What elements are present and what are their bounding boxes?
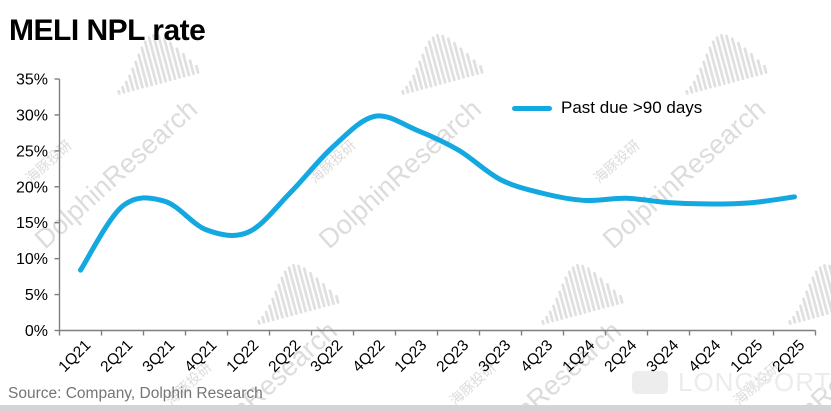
svg-text:10%: 10%: [16, 251, 48, 268]
svg-text:30%: 30%: [16, 107, 48, 124]
svg-text:1Q23: 1Q23: [391, 337, 430, 376]
legend-label: Past due >90 days: [561, 98, 703, 117]
svg-text:DolphinResearch: DolphinResearch: [313, 94, 487, 255]
svg-text:2Q21: 2Q21: [97, 337, 136, 376]
svg-text:4Q22: 4Q22: [349, 337, 388, 376]
svg-text:3Q23: 3Q23: [475, 337, 514, 376]
svg-text:1Q21: 1Q21: [55, 337, 94, 376]
svg-text:3Q21: 3Q21: [139, 337, 178, 376]
legend-line-swatch: [512, 105, 552, 111]
svg-text:4Q23: 4Q23: [517, 337, 556, 376]
svg-text:海豚投研: 海豚投研: [590, 137, 642, 186]
svg-text:1Q24: 1Q24: [559, 337, 598, 376]
svg-text:海豚投研: 海豚投研: [306, 137, 358, 186]
longport-logo-icon: [632, 371, 668, 394]
legend: Past due >90 days: [512, 98, 702, 118]
svg-text:1Q22: 1Q22: [223, 337, 262, 376]
svg-text:0%: 0%: [25, 323, 48, 340]
bottom-border-strip: [0, 405, 831, 411]
svg-text:20%: 20%: [16, 179, 48, 196]
svg-text:25%: 25%: [16, 143, 48, 160]
longport-watermark-text: LONGPORT: [678, 367, 831, 397]
svg-text:2Q23: 2Q23: [433, 337, 472, 376]
svg-text:2Q22: 2Q22: [265, 337, 304, 376]
svg-text:DolphinResearch: DolphinResearch: [29, 94, 203, 255]
svg-text:海豚投研: 海豚投研: [22, 137, 74, 186]
svg-text:4Q21: 4Q21: [181, 337, 220, 376]
svg-text:5%: 5%: [25, 287, 48, 304]
chart-title: MELI NPL rate: [9, 14, 206, 47]
longport-watermark: LONGPORT: [632, 367, 831, 398]
source-note: Source: Company, Dolphin Research: [8, 385, 263, 402]
svg-text:3Q22: 3Q22: [307, 337, 346, 376]
svg-text:海豚投研: 海豚投研: [446, 359, 498, 408]
svg-text:DolphinResearch: DolphinResearch: [453, 316, 627, 411]
svg-text:15%: 15%: [16, 215, 48, 232]
svg-text:35%: 35%: [16, 72, 48, 89]
